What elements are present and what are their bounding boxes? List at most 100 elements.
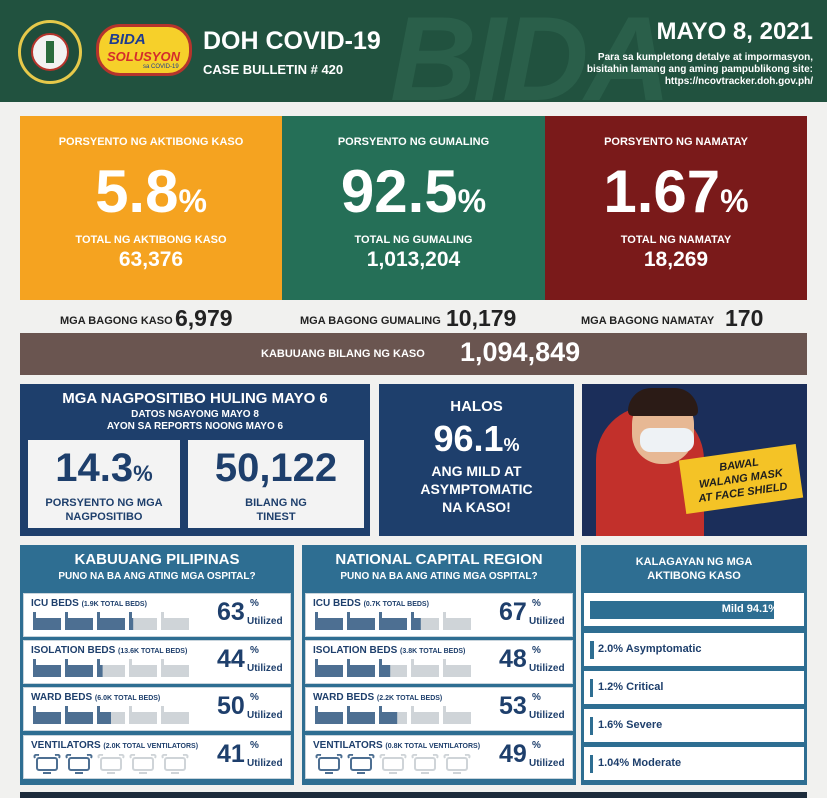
ventilator-icon	[33, 754, 61, 774]
mild-label: ANG MILD AT ASYMPTOMATIC NA KASO!	[420, 463, 533, 515]
status-bar	[590, 717, 594, 735]
resource-name: ICU BEDS (0.7K TOTAL BEDS)	[313, 598, 429, 609]
bed-icons	[33, 612, 189, 630]
utilization-percent-sign: %	[532, 598, 541, 609]
utilization-percent-sign: %	[250, 645, 259, 656]
utilization-percent-sign: %	[532, 692, 541, 703]
resource-name: VENTILATORS (2.0K TOTAL VENTILATORS)	[31, 740, 199, 751]
tested-count: 50,122	[214, 446, 338, 490]
status-label: 1.2% Critical	[598, 681, 664, 693]
ventilator-icon	[161, 754, 189, 774]
ventilator-icon	[315, 754, 343, 774]
mask-reminder-photo: BAWAL WALANG MASK AT FACE SHIELD	[582, 384, 807, 536]
status-bar	[590, 679, 593, 697]
utilized-label: Utilized	[529, 663, 565, 674]
status-bar	[590, 641, 594, 659]
tested-count-label: BILANG NG TINEST	[245, 497, 307, 523]
utilization-percent-sign: %	[532, 645, 541, 656]
site-note: Para sa kumpletong detalye at impormasyo…	[513, 52, 813, 88]
ventilator-icon	[411, 754, 439, 774]
active-case-status: KALAGAYAN NG MGA AKTIBONG KASO Mild 94.1…	[581, 545, 807, 785]
site-link[interactable]: https://ncovtracker.doh.gov.ph/	[664, 76, 813, 87]
resource-name: WARD BEDS (2.2K TOTAL BEDS)	[313, 692, 443, 703]
bed-icon	[315, 706, 343, 724]
ventilator-icon	[129, 754, 157, 774]
bulletin-number: CASE BULLETIN # 420	[203, 62, 344, 77]
bed-icon	[315, 659, 343, 677]
utilization-percent-sign: %	[532, 740, 541, 751]
recovered-panel: PORSYENTO NG GUMALING 92.5% TOTAL NG GUM…	[282, 116, 545, 300]
bed-icon	[129, 706, 157, 724]
total-cases-value: 1,094,849	[460, 337, 581, 367]
bed-icons	[315, 706, 471, 724]
resource-name: ICU BEDS (1.9K TOTAL BEDS)	[31, 598, 147, 609]
resource-name: WARD BEDS (6.0K TOTAL BEDS)	[31, 692, 161, 703]
new-cases-label: MGA BAGONG KASO	[60, 315, 173, 327]
face-mask-icon	[640, 428, 694, 452]
status-title: KALAGAYAN NG MGA AKTIBONG KASO	[635, 556, 753, 582]
utilized-label: Utilized	[247, 616, 283, 627]
new-deaths-value: 170	[725, 305, 764, 331]
resource-name: ISOLATION BEDS (13.6K TOTAL BEDS)	[31, 645, 188, 656]
utilization-value: 67	[499, 598, 527, 626]
bed-icon	[97, 706, 125, 724]
hospital-philippines: KABUUANG PILIPINAS PUNO NA BA ANG ATING …	[20, 545, 294, 785]
ventilator-icons	[315, 754, 471, 774]
positivity-title: MGA NAGPOSITIBO HULING MAYO 6	[62, 390, 328, 407]
resource-name: VENTILATORS (0.8K TOTAL VENTILATORS)	[313, 740, 481, 751]
doh-seal-logo	[18, 20, 82, 84]
recovered-total: 1,013,204	[366, 248, 461, 271]
bed-icons	[315, 612, 471, 630]
bed-icon	[379, 612, 407, 630]
hospital-row: ISOLATION BEDS (13.6K TOTAL BEDS) 44% Util…	[23, 640, 291, 684]
status-row: Mild 94.1%	[584, 593, 804, 626]
bed-icons	[33, 659, 189, 677]
deaths-percent: 1.67%	[603, 158, 749, 225]
bida-solusyon-logo: BIDA SOLUSYON sa COVID-19	[96, 24, 192, 76]
total-cases-label: KABUUANG BILANG NG KASO	[261, 348, 425, 360]
bed-icon	[33, 612, 61, 630]
utilized-label: Utilized	[247, 758, 283, 769]
bed-icon	[129, 659, 157, 677]
new-cases-value: 6,979	[175, 305, 233, 331]
bed-icon	[379, 659, 407, 677]
positivity-rate-box: 14.3% PORSYENTO NG MGA NAGPOSITIBO	[28, 440, 180, 528]
header-banner: BIDA BIDA SOLUSYON sa COVID-19 DOH COVID…	[0, 0, 827, 102]
active-cases-panel: PORSYENTO NG AKTIBONG KASO 5.8% TOTAL NG…	[20, 116, 282, 300]
bed-icon	[347, 612, 375, 630]
status-row: 2.0% Asymptomatic	[584, 633, 804, 666]
header-decoration: BIDA	[390, 0, 671, 102]
hospital-row: VENTILATORS (2.0K TOTAL VENTILATORS) 41% U…	[23, 735, 291, 779]
status-row: 1.6% Severe	[584, 709, 804, 742]
utilized-label: Utilized	[247, 663, 283, 674]
bed-icon	[411, 612, 439, 630]
recovered-label: PORSYENTO NG GUMALING	[337, 136, 490, 148]
bed-icon	[97, 659, 125, 677]
status-label: 1.6% Severe	[598, 719, 663, 731]
bed-icon	[65, 659, 93, 677]
positivity-subtitle: DATOS NGAYONG MAYO 8 AYON SA REPORTS NOO…	[106, 409, 284, 432]
bulletin-title: DOH COVID-19	[203, 27, 381, 55]
hospital-ph-title: KABUUANG PILIPINAS	[74, 551, 240, 568]
utilized-label: Utilized	[247, 710, 283, 721]
hospital-row: ICU BEDS (1.9K TOTAL BEDS) 63% Utilized	[23, 593, 291, 637]
ventilator-icon	[443, 754, 471, 774]
deaths-panel: PORSYENTO NG NAMATAY 1.67% TOTAL NG NAMA…	[545, 116, 807, 300]
utilization-value: 50	[217, 692, 245, 720]
active-label: PORSYENTO NG AKTIBONG KASO	[58, 136, 244, 148]
active-total: 63,376	[118, 248, 184, 271]
ventilator-icon	[347, 754, 375, 774]
bed-icon	[411, 659, 439, 677]
bed-icon	[379, 706, 407, 724]
ventilator-icons	[33, 754, 189, 774]
bed-icon	[347, 659, 375, 677]
bed-icon	[33, 659, 61, 677]
utilization-value: 63	[217, 598, 245, 626]
bed-icon	[161, 612, 189, 630]
hospital-row: WARD BEDS (6.0K TOTAL BEDS) 50% Utilized	[23, 687, 291, 731]
status-label: Mild 94.1%	[721, 603, 778, 615]
utilization-value: 44	[217, 645, 245, 673]
active-total-label: TOTAL NG AKTIBONG KASO	[75, 234, 227, 246]
utilization-percent-sign: %	[250, 598, 259, 609]
bed-icon	[161, 706, 189, 724]
